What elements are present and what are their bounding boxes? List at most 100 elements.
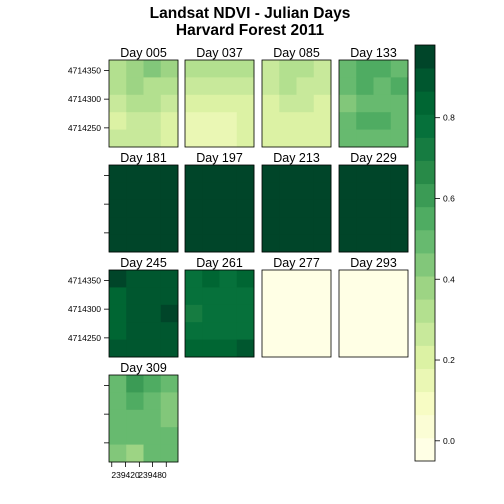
raster-cell — [160, 444, 179, 463]
raster-cell — [126, 129, 144, 148]
panel: Day 181 — [108, 151, 179, 253]
raster-cell — [143, 322, 162, 340]
panel: Day 245 — [108, 256, 179, 358]
raster-cell — [373, 199, 392, 218]
colorbar-segment — [415, 160, 435, 185]
colorbar-tick-label: 0.0 — [443, 436, 455, 446]
raster-cell — [262, 77, 280, 96]
panel: Day 085 — [261, 46, 332, 148]
raster-cell — [236, 77, 255, 96]
raster-cell — [313, 304, 332, 323]
raster-cell — [313, 199, 332, 218]
raster-cell — [296, 182, 315, 201]
raster-cell — [143, 77, 162, 96]
raster-cell — [202, 270, 220, 288]
raster-cell — [356, 94, 374, 113]
panel-border — [108, 374, 179, 463]
colorbar-segment — [415, 299, 435, 323]
raster-cell — [279, 287, 297, 306]
raster-cell — [390, 60, 409, 78]
raster-cell — [126, 287, 144, 306]
raster-cell — [279, 304, 297, 323]
raster-cell — [143, 129, 162, 148]
raster-cell — [313, 77, 332, 96]
raster-cell — [143, 409, 162, 428]
raster-cell — [356, 60, 374, 78]
panel-border — [338, 59, 409, 148]
raster-cell — [339, 287, 357, 306]
raster-cell — [373, 60, 392, 78]
panel-border — [108, 59, 179, 148]
raster-cell — [126, 270, 144, 288]
panel: Day 213 — [261, 151, 332, 253]
panel-title: Day 309 — [120, 361, 167, 375]
raster-cell — [313, 217, 332, 235]
x-tick-label: 239480 — [138, 470, 167, 480]
y-tick-label: 4714350 — [68, 65, 101, 75]
panels-grid: Day 005 Day 037 Day 085 Day 133 Day 181 Day 1… — [108, 46, 409, 463]
raster-cell — [109, 182, 127, 201]
raster-cell — [202, 165, 220, 183]
y-tick-label: 4714250 — [68, 333, 101, 343]
raster-cell — [339, 199, 357, 218]
raster-cell — [356, 234, 374, 253]
raster-cell — [390, 270, 409, 288]
colorbar-tick-label: 0.8 — [443, 113, 455, 123]
colorbar-segment — [415, 368, 435, 393]
raster-cell — [373, 287, 392, 306]
raster-cell — [262, 129, 280, 148]
raster-cell — [109, 375, 127, 393]
raster-cell — [143, 427, 162, 445]
raster-cell — [126, 182, 144, 201]
raster-cell — [185, 77, 203, 96]
raster-cell — [373, 270, 392, 288]
raster-cell — [262, 199, 280, 218]
raster-cell — [262, 165, 280, 183]
x-tick-label: 239420 — [111, 470, 140, 480]
panel-title: Day 293 — [350, 256, 397, 270]
raster-cell — [390, 234, 409, 253]
raster-cell — [356, 77, 374, 96]
raster-cell — [160, 182, 179, 201]
colorbar-tick-label: 0.4 — [443, 274, 455, 284]
raster-cell — [202, 129, 220, 148]
panel: Day 197 — [184, 151, 255, 253]
raster-cell — [262, 94, 280, 113]
raster-cell — [390, 322, 409, 340]
raster-cell — [356, 304, 374, 323]
raster-cell — [356, 287, 374, 306]
raster-cell — [339, 77, 357, 96]
raster-cell — [373, 165, 392, 183]
raster-cell — [143, 217, 162, 235]
raster-cell — [339, 322, 357, 340]
raster-cell — [356, 322, 374, 340]
panel-title: Day 277 — [273, 256, 320, 270]
raster-cell — [219, 234, 238, 253]
raster-cell — [373, 322, 392, 340]
raster-cell — [279, 270, 297, 288]
raster-cell — [219, 60, 238, 78]
panel-border — [261, 269, 332, 358]
colorbar-segment — [415, 253, 435, 277]
panel-title: Day 181 — [120, 151, 167, 165]
raster-cell — [109, 339, 127, 358]
panel-border — [261, 59, 332, 148]
raster-cell — [202, 234, 220, 253]
raster-cell — [279, 129, 297, 148]
raster-cell — [339, 234, 357, 253]
raster-cell — [219, 287, 238, 306]
raster-cell — [390, 129, 409, 148]
panel: Day 005 — [108, 46, 179, 148]
raster-cell — [373, 217, 392, 235]
raster-cell — [219, 322, 238, 340]
colorbar-segment — [415, 322, 435, 346]
raster-cell — [202, 304, 220, 323]
raster-cell — [390, 287, 409, 306]
panel: Day 037 — [184, 46, 255, 148]
raster-cell — [126, 94, 144, 113]
raster-cell — [236, 217, 255, 235]
raster-cell — [219, 129, 238, 148]
panel-title: Day 133 — [350, 46, 397, 60]
raster-cell — [296, 129, 315, 148]
raster-cell — [339, 129, 357, 148]
